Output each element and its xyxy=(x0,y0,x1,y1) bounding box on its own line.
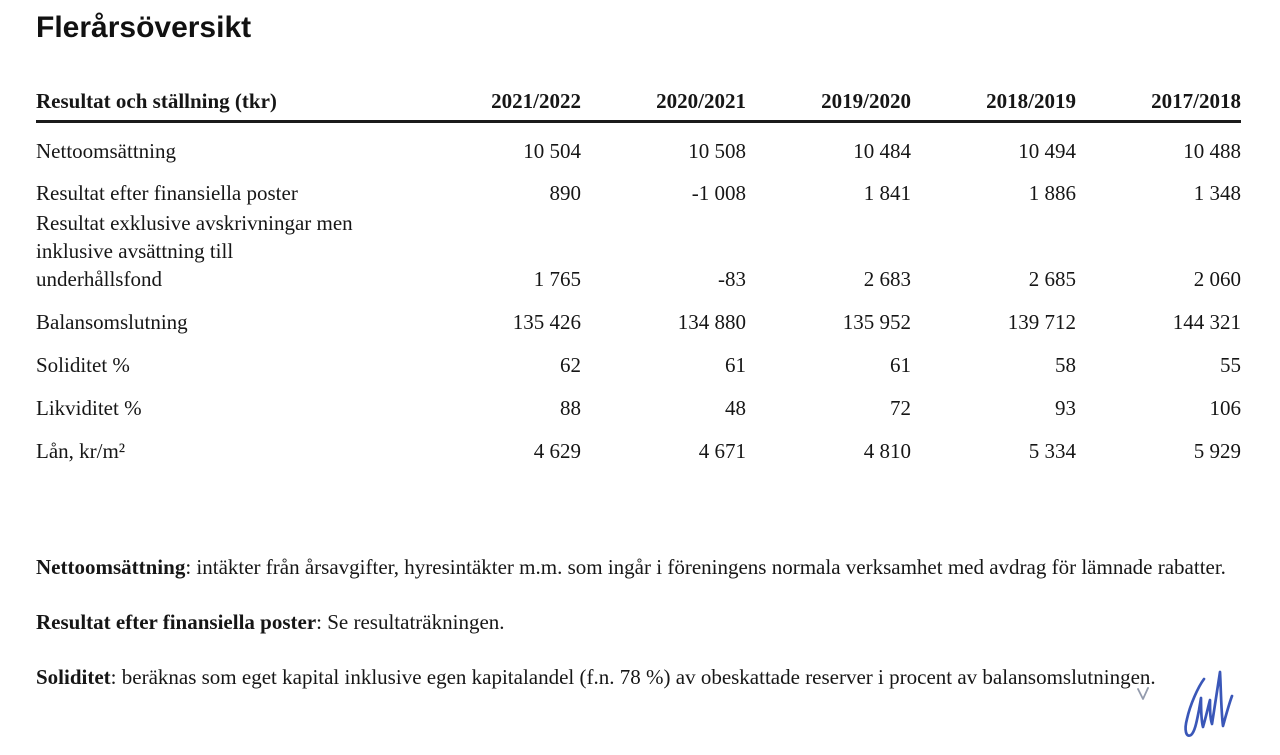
table-row: Resultat efter finansiella poster 890 -1… xyxy=(36,165,1241,207)
cell-value: 58 xyxy=(1055,353,1076,377)
cell-value: 4 671 xyxy=(698,439,746,463)
table-row: Likviditet % 88 48 72 93 106 xyxy=(36,379,1241,422)
cell-value: 1 886 xyxy=(1028,181,1076,205)
row-label-line: inklusive avsättning till xyxy=(36,239,234,263)
row-label: Balansomslutning xyxy=(36,310,188,334)
table-row: Resultat exklusive avskrivningar men ink… xyxy=(36,207,1241,293)
table-header-year: 2020/2021 xyxy=(581,88,746,123)
row-label-line: Resultat exklusive avskrivningar men xyxy=(36,211,353,235)
cell-value: 4 629 xyxy=(533,439,581,463)
cell-value: 890 xyxy=(549,181,582,205)
page-title: Flerårsöversikt xyxy=(36,11,252,44)
note-term: Soliditet xyxy=(36,665,111,689)
cell-value: 88 xyxy=(560,396,581,420)
note-resultat: Resultat efter finansiella poster: Se re… xyxy=(36,606,1226,639)
note-soliditet: Soliditet: beräknas som eget kapital ink… xyxy=(36,661,1226,694)
row-label: Likviditet % xyxy=(36,396,142,420)
note-text: : intäkter från årsavgifter, hyresintäkt… xyxy=(185,555,1226,579)
cell-value: 5 334 xyxy=(1028,439,1076,463)
cell-value: 61 xyxy=(890,353,911,377)
note-nettoomsattning: Nettoomsättning: intäkter från årsavgift… xyxy=(36,551,1226,584)
note-text: : Se resultaträkningen. xyxy=(316,610,505,634)
table-header-year: 2018/2019 xyxy=(911,88,1076,123)
cell-value: 134 880 xyxy=(677,310,746,334)
table-header-year: 2017/2018 xyxy=(1076,88,1241,123)
cell-value: -83 xyxy=(718,267,746,291)
cell-value: 1 765 xyxy=(533,267,581,291)
document-page: Flerårsöversikt Resultat och ställning (… xyxy=(36,11,1241,694)
table-row: Lån, kr/m² 4 629 4 671 4 810 5 334 5 929 xyxy=(36,422,1241,465)
cell-value: 10 504 xyxy=(523,139,581,163)
row-label-line: underhållsfond xyxy=(36,267,162,291)
cell-value: 2 685 xyxy=(1028,267,1076,291)
note-term: Resultat efter finansiella poster xyxy=(36,610,317,634)
cell-value: 135 952 xyxy=(842,310,911,334)
table-header-year: 2019/2020 xyxy=(746,88,911,123)
table-row: Soliditet % 62 61 61 58 55 xyxy=(36,336,1241,379)
cell-value: 139 712 xyxy=(1007,310,1076,334)
cell-value: 61 xyxy=(725,353,746,377)
cell-value: 10 484 xyxy=(853,139,911,163)
row-label: Resultat exklusive avskrivningar men ink… xyxy=(36,207,416,293)
multi-year-overview-table: Resultat och ställning (tkr) 2021/2022 2… xyxy=(36,88,1241,465)
row-label: Nettoomsättning xyxy=(36,139,176,163)
cell-value: 135 426 xyxy=(512,310,581,334)
table-header-label: Resultat och ställning (tkr) xyxy=(36,88,416,123)
cell-value: 55 xyxy=(1220,353,1241,377)
cell-value: 10 494 xyxy=(1018,139,1076,163)
note-text: : beräknas som eget kapital inklusive eg… xyxy=(110,665,1156,689)
cell-value: 1 348 xyxy=(1193,181,1241,205)
definitions-section: Nettoomsättning: intäkter från årsavgift… xyxy=(36,551,1226,694)
cell-value: -1 008 xyxy=(691,181,746,205)
table-row: Balansomslutning 135 426 134 880 135 952… xyxy=(36,293,1241,336)
cell-value: 5 929 xyxy=(1193,439,1241,463)
cell-value: 10 488 xyxy=(1183,139,1241,163)
cell-value: 10 508 xyxy=(688,139,746,163)
cell-value: 106 xyxy=(1209,396,1242,420)
note-term: Nettoomsättning xyxy=(36,555,186,579)
table-header-row: Resultat och ställning (tkr) 2021/2022 2… xyxy=(36,88,1241,123)
cell-value: 93 xyxy=(1055,396,1076,420)
row-label: Soliditet % xyxy=(36,353,130,377)
cell-value: 2 060 xyxy=(1193,267,1241,291)
cell-value: 4 810 xyxy=(863,439,911,463)
cell-value: 62 xyxy=(560,353,581,377)
row-label: Lån, kr/m² xyxy=(36,439,126,463)
cell-value: 72 xyxy=(890,396,911,420)
cell-value: 1 841 xyxy=(863,181,911,205)
cell-value: 144 321 xyxy=(1172,310,1241,334)
row-label: Resultat efter finansiella poster xyxy=(36,181,298,205)
table-row: Nettoomsättning 10 504 10 508 10 484 10 … xyxy=(36,122,1241,166)
table-header-year: 2021/2022 xyxy=(416,88,581,123)
cell-value: 2 683 xyxy=(863,267,911,291)
cell-value: 48 xyxy=(725,396,746,420)
